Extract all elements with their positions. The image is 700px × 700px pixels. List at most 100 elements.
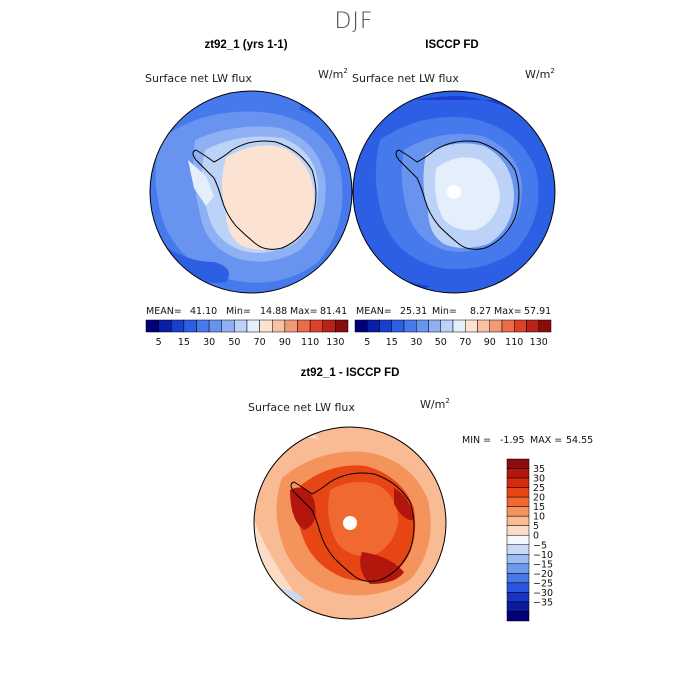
panel-model-title: zt92_1 (yrs 1-1): [204, 39, 287, 51]
panel-diff-title: zt92_1 - ISCCP FD: [301, 367, 400, 379]
colorbar-swatch: [367, 319, 380, 333]
units-text: W/m: [525, 68, 550, 81]
panel-obs-mean-value: 25.31: [400, 306, 427, 317]
colorbar-tick-label: 30: [410, 337, 422, 348]
units-exponent: 2: [343, 67, 347, 75]
colorbar-swatch: [259, 319, 273, 333]
map-diff-coastline: [290, 472, 415, 582]
colorbar-swatch: [514, 319, 527, 333]
colorbar-tick-label: 50: [435, 337, 447, 348]
colorbar-swatch: [196, 319, 210, 333]
map-diff-dark-patch-3: [394, 488, 414, 521]
panel-model-min-value: 14.88: [260, 306, 287, 317]
colorbar-tick-label: −20: [533, 569, 553, 580]
map-diff-dark-patch-1: [290, 487, 316, 530]
colorbar-swatch: [145, 319, 159, 333]
colorbar-swatch: [322, 319, 336, 333]
panel-obs: ISCCP FD Surface net LW flux W/m2 MEAN= …: [352, 39, 556, 348]
colorbar-tick-label: 90: [279, 337, 291, 348]
panel-diff-max-label: MAX =: [530, 435, 562, 446]
panel-diff-variable: Surface net LW flux: [248, 401, 355, 414]
map-diff: [254, 427, 446, 619]
colorbar-swatch: [506, 534, 530, 546]
colorbar-swatch: [506, 554, 530, 565]
colorbar-swatch: [183, 319, 197, 333]
colorbar-swatch: [391, 319, 405, 333]
map-diff-pole-missing: [343, 516, 357, 530]
panel-obs-variable: Surface net LW flux: [352, 72, 459, 85]
panel-model-variable: Surface net LW flux: [145, 72, 252, 85]
colorbar-tick-label: 130: [326, 337, 344, 348]
colorbar-tick-label: −15: [533, 559, 553, 570]
panel-model-max-label: Max=: [290, 306, 318, 317]
panel-model: zt92_1 (yrs 1-1) Surface net LW flux W/m…: [145, 39, 353, 348]
panel-obs-mean-label: MEAN=: [356, 306, 392, 317]
colorbar-swatch: [158, 319, 172, 333]
colorbar-tick-label: −35: [533, 597, 553, 608]
panel-diff: zt92_1 - ISCCP FD Surface net LW flux W/…: [248, 367, 593, 622]
colorbar-swatch: [506, 496, 530, 507]
panel-diff-colorbar: [506, 458, 530, 622]
colorbar-swatch: [272, 319, 286, 333]
colorbar-swatch: [501, 319, 515, 333]
colorbar-tick-label: 30: [533, 474, 545, 485]
colorbar-tick-label: −10: [533, 550, 553, 561]
colorbar-swatch: [452, 319, 466, 333]
colorbar-tick-label: 35: [533, 464, 545, 475]
colorbar-swatch: [506, 582, 530, 593]
colorbar-swatch: [221, 319, 235, 333]
colorbar-tick-label: 110: [505, 337, 523, 348]
colorbar-tick-label: 10: [533, 512, 545, 523]
panel-obs-colorbar: [354, 319, 552, 333]
colorbar-tick-label: 25: [533, 483, 545, 494]
colorbar-swatch: [284, 319, 298, 333]
panel-obs-title: ISCCP FD: [425, 39, 478, 51]
colorbar-swatch: [208, 319, 222, 333]
colorbar-tick-label: −25: [533, 578, 553, 589]
panel-diff-units: W/m2: [420, 397, 450, 411]
colorbar-swatch: [297, 319, 311, 333]
colorbar-swatch: [506, 611, 530, 622]
colorbar-swatch: [354, 319, 368, 333]
panel-obs-colorbar-ticks: 5 15 30 50 70 90 110 130: [364, 337, 548, 348]
colorbar-tick-label: 30: [203, 337, 215, 348]
panel-diff-min-value: -1.95: [500, 435, 525, 446]
units-exponent: 2: [550, 67, 554, 75]
map-diff-frame: [253, 426, 447, 620]
panel-model-mean-label: MEAN=: [146, 306, 182, 317]
colorbar-swatch: [506, 563, 530, 574]
panel-diff-min-label: MIN =: [462, 435, 491, 446]
colorbar-swatch: [416, 319, 429, 333]
colorbar-tick-label: 90: [484, 337, 496, 348]
colorbar-swatch: [506, 515, 530, 526]
colorbar-swatch: [246, 319, 260, 333]
map-obs-dark-band: [353, 96, 555, 140]
map-obs-interior-field: [435, 157, 500, 231]
panel-obs-min-label: Min=: [432, 306, 457, 317]
colorbar-swatch: [428, 319, 441, 333]
map-model-frame: [149, 90, 353, 294]
panel-model-colorbar: [145, 319, 349, 333]
colorbar-tick-label: 0: [533, 531, 539, 542]
panel-obs-max-value: 57.91: [524, 306, 551, 317]
colorbar-tick-label: 5: [533, 521, 539, 532]
colorbar-tick-label: 70: [254, 337, 266, 348]
colorbar-swatch: [506, 592, 530, 603]
colorbar-swatch: [506, 573, 530, 584]
colorbar-swatch: [538, 319, 552, 333]
map-model: [150, 91, 352, 293]
colorbar-swatch: [506, 601, 530, 612]
colorbar-tick-label: 20: [533, 493, 545, 504]
map-model-continent-field: [222, 145, 314, 250]
units-text: W/m: [318, 68, 343, 81]
colorbar-tick-label: 15: [533, 502, 545, 513]
colorbar-tick-label: 5: [156, 337, 162, 348]
colorbar-swatch: [171, 319, 185, 333]
colorbar-swatch: [506, 458, 530, 469]
colorbar-swatch: [506, 506, 530, 517]
map-obs-pole-missing: [447, 185, 461, 199]
map-obs: [353, 91, 555, 293]
colorbar-tick-label: 110: [301, 337, 319, 348]
panel-model-max-value: 81.41: [320, 306, 347, 317]
